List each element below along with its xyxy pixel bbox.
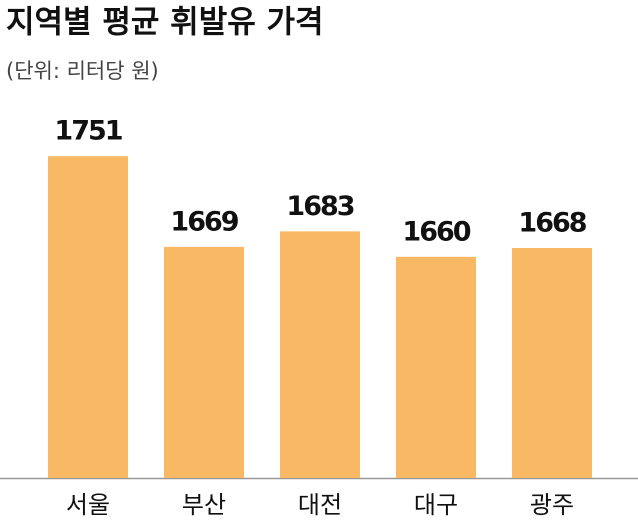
x-tick-label: 서울 <box>66 491 110 519</box>
chart-subtitle: (단위: 리터당 원) <box>6 59 159 83</box>
bar <box>396 256 476 478</box>
value-label: 1669 <box>170 206 238 237</box>
x-tick-label: 광주 <box>530 491 574 519</box>
bar <box>280 231 360 478</box>
value-label: 1668 <box>518 207 586 238</box>
x-tick-label: 대전 <box>298 491 342 519</box>
bar <box>512 247 592 478</box>
value-label: 1683 <box>286 191 353 222</box>
x-tick-label: 대구 <box>414 491 458 519</box>
chart-title: 지역별 평균 휘발유 가격 <box>6 5 324 41</box>
bar <box>164 246 244 478</box>
x-tick-label: 부산 <box>182 491 226 519</box>
value-label: 1660 <box>402 216 470 247</box>
bar <box>48 156 128 478</box>
value-label: 1751 <box>54 116 121 147</box>
